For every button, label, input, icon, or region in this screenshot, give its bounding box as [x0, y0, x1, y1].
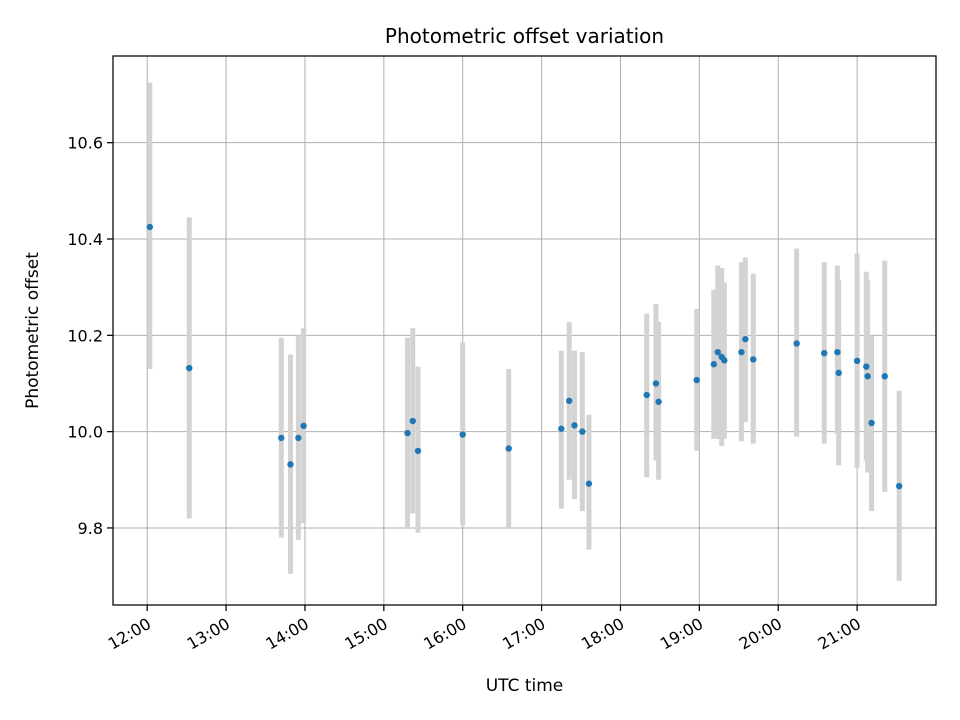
data-point: [793, 340, 800, 347]
plot-frame: [112, 55, 937, 606]
data-point: [821, 349, 828, 357]
data-point: [693, 376, 700, 384]
data-point: [721, 357, 728, 364]
y-tick-label: 9.8: [78, 519, 103, 538]
data-point: [853, 357, 861, 365]
data-point: [505, 445, 512, 452]
y-tick-label: 10.4: [67, 230, 103, 249]
data-point: [404, 429, 411, 437]
data-point: [864, 373, 871, 380]
data-point: [714, 348, 721, 356]
data-point: [278, 434, 285, 442]
data-point: [881, 373, 888, 380]
data-point: [655, 398, 662, 405]
y-tick-label: 10.0: [67, 423, 103, 442]
data-point: [558, 425, 565, 432]
data-point: [742, 335, 749, 343]
y-axis-ticks: 9.8 10.0 10.2 10.4 10.6: [67, 134, 113, 538]
data-point: [895, 482, 903, 490]
chart-title: Photometric offset variation: [385, 24, 664, 48]
data-point: [295, 434, 302, 442]
data-point: [409, 417, 416, 425]
data-point: [571, 422, 578, 429]
data-point: [300, 422, 307, 430]
data-point: [863, 363, 870, 370]
y-tick-label: 10.2: [67, 326, 103, 345]
data-point: [750, 356, 757, 363]
data-point: [565, 397, 573, 405]
data-point: [643, 391, 650, 399]
y-axis-label: Photometric offset: [23, 252, 43, 409]
data-point: [738, 348, 745, 356]
data-point: [186, 364, 193, 372]
data-point: [287, 461, 294, 468]
data-point: [585, 480, 593, 487]
data-point: [652, 380, 660, 387]
data-point: [459, 431, 466, 438]
data-point: [414, 447, 422, 455]
data-point: [710, 361, 718, 368]
y-tick-label: 10.6: [67, 134, 103, 153]
data-point: [834, 348, 841, 356]
data-point: [835, 369, 842, 377]
x-axis-label: UTC time: [486, 676, 564, 696]
data-point: [579, 428, 586, 435]
data-point: [868, 419, 875, 427]
data-points: [146, 223, 903, 490]
data-point: [146, 223, 154, 231]
